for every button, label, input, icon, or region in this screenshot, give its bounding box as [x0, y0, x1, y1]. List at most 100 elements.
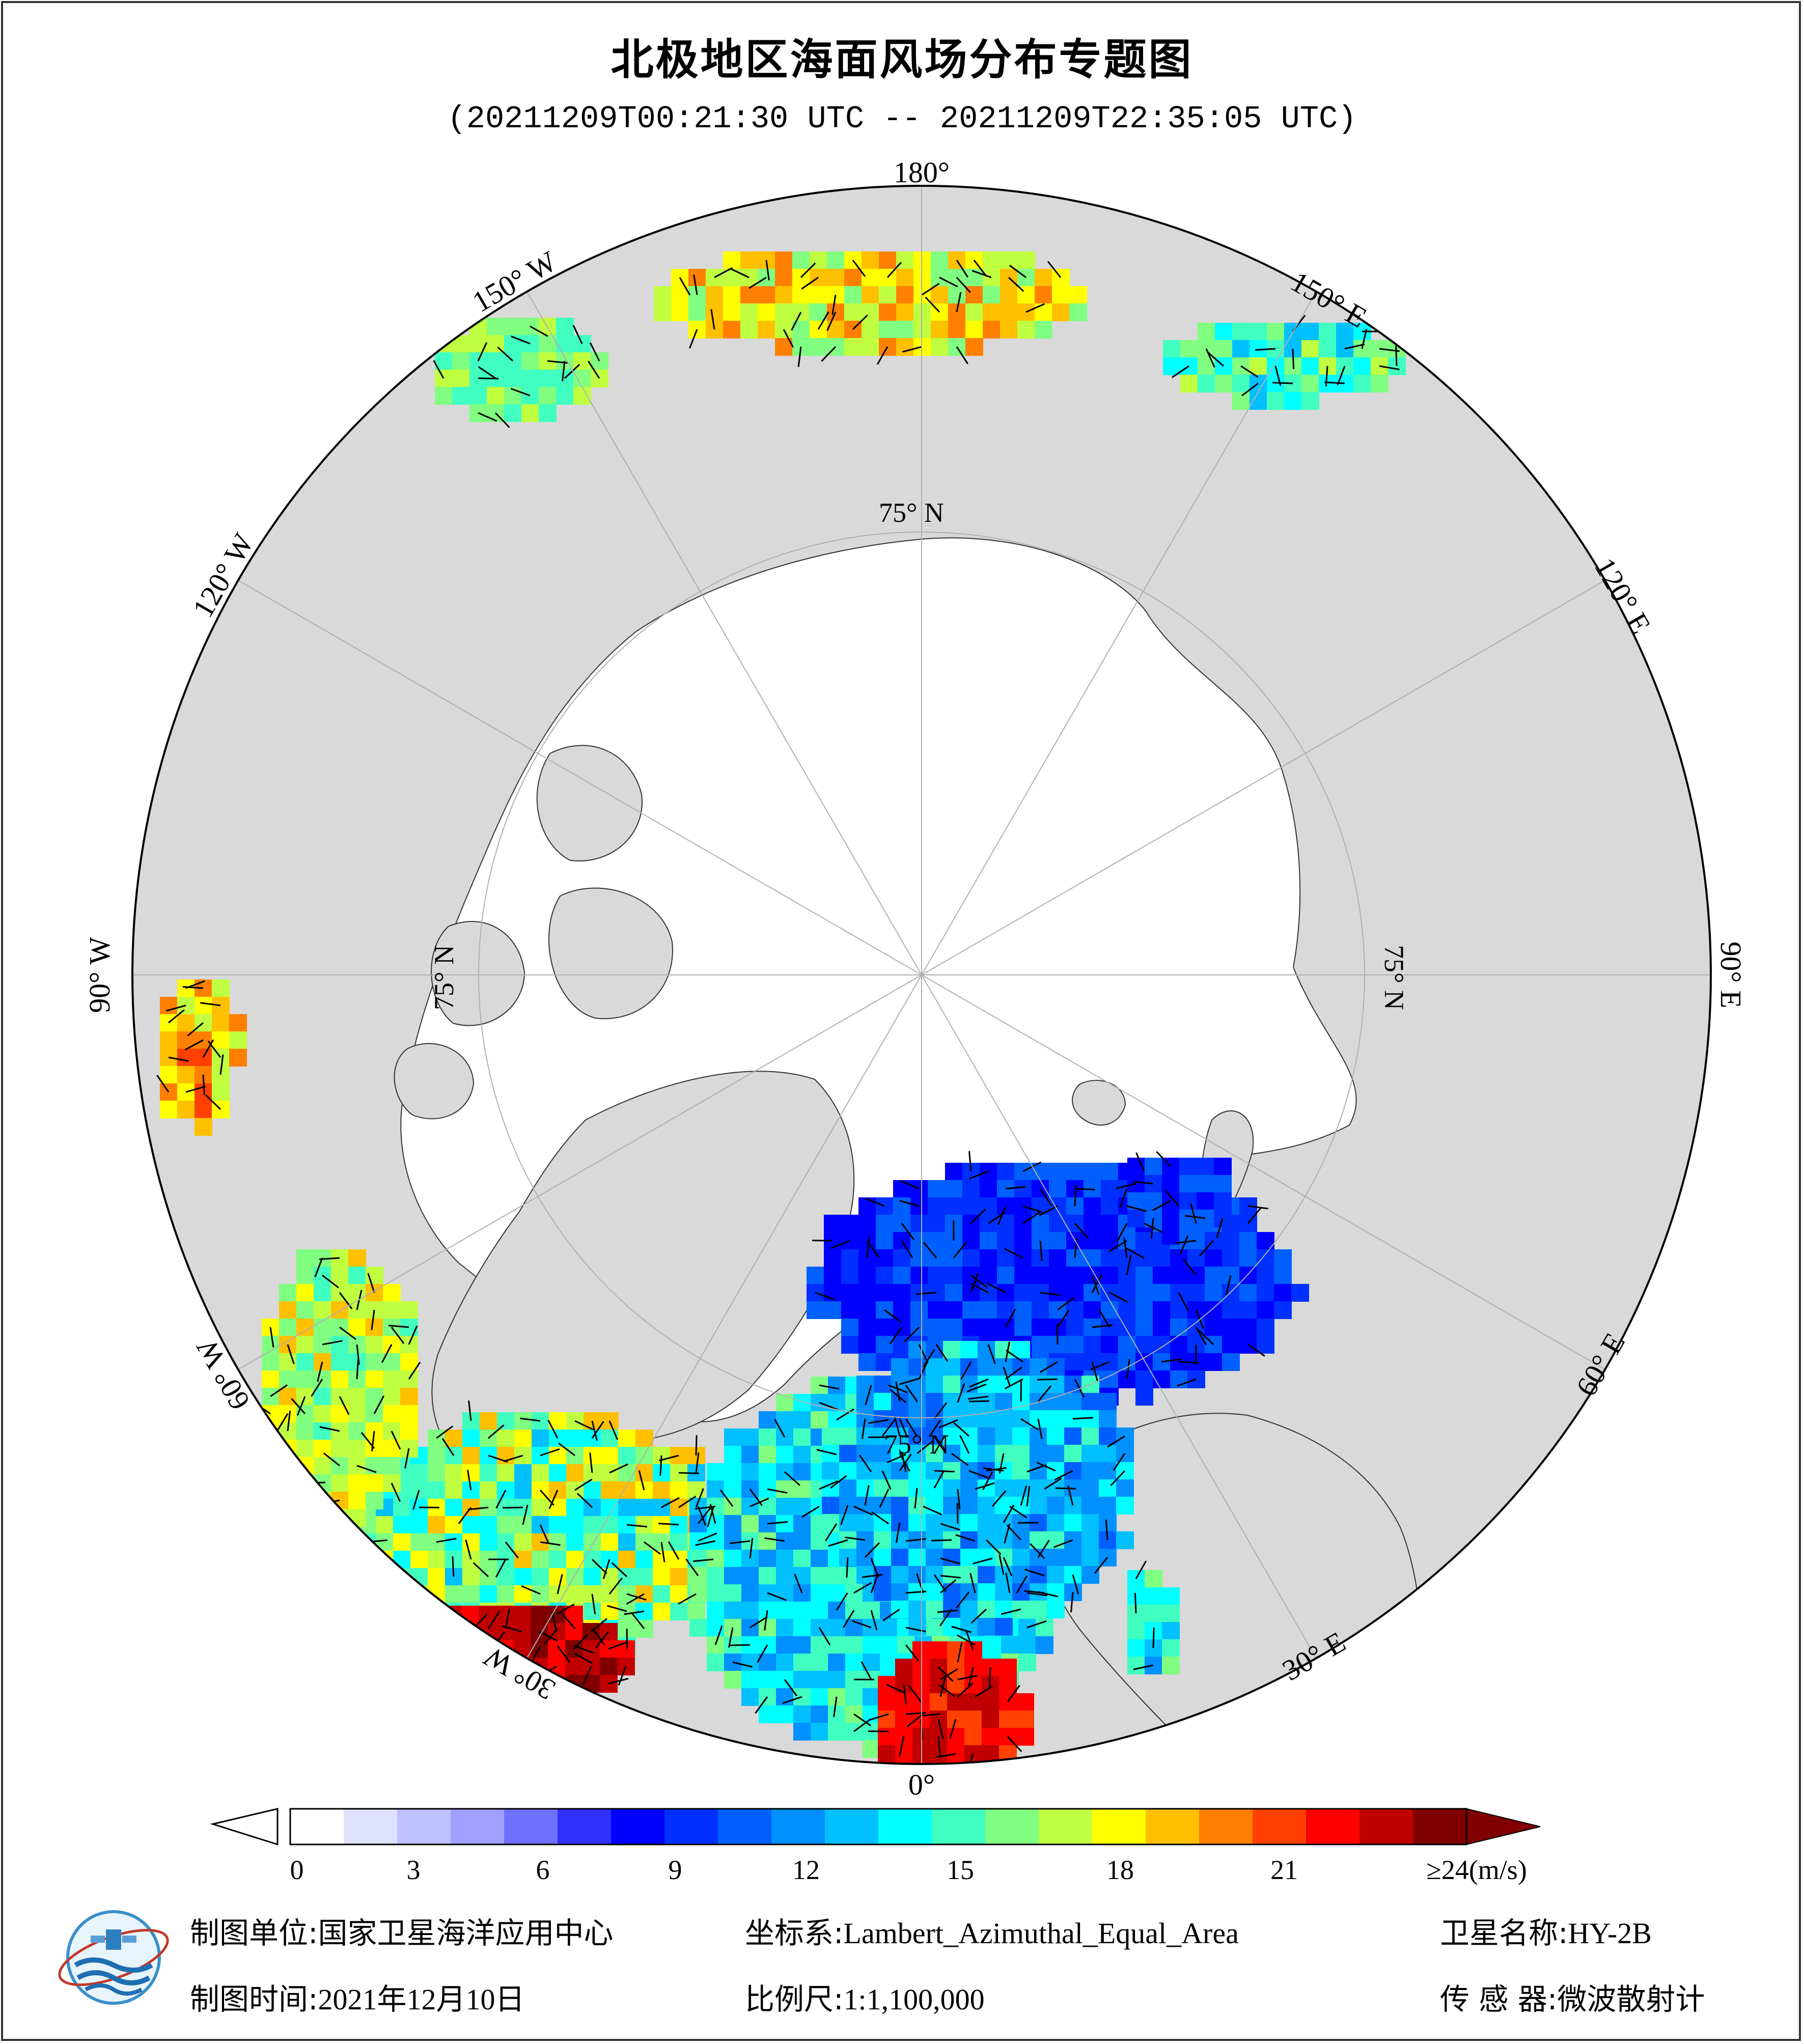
wind-cell [983, 286, 1001, 304]
wind-arrow [899, 1378, 920, 1385]
wind-cell [504, 370, 522, 387]
wind-cell [1016, 1728, 1034, 1746]
wind-arrow [1179, 1235, 1189, 1255]
wind-cell [1014, 1301, 1032, 1319]
wind-cell [706, 286, 724, 304]
wind-cell [793, 1532, 811, 1550]
wind-arrow [1247, 1205, 1268, 1210]
colorbar-cell [664, 1809, 718, 1844]
wind-cell [1198, 357, 1215, 375]
wind-cell [279, 1284, 297, 1302]
wind-arrow [436, 1537, 457, 1543]
wind-arrow [894, 1416, 901, 1437]
wind-cell [858, 1284, 876, 1302]
wind-cell [1127, 1639, 1145, 1657]
wind-arrow [1324, 381, 1345, 384]
colorbar-cell [504, 1809, 558, 1844]
wind-cell [891, 1601, 909, 1618]
wind-cell [1257, 1249, 1274, 1267]
wind-cell [410, 1516, 428, 1534]
wind-cell [1052, 303, 1070, 321]
wind-arrow [1055, 1487, 1076, 1490]
wind-cell [1239, 1267, 1257, 1284]
wind-cell [1064, 1549, 1082, 1566]
wind-cell [1101, 1163, 1119, 1181]
wind-cell [723, 321, 741, 339]
wind-cell [926, 1445, 943, 1463]
wind-arrow [748, 276, 767, 289]
wind-cell [811, 1584, 828, 1602]
wind-cell [383, 1440, 401, 1458]
wind-cell [856, 1531, 874, 1549]
wind-arrow [1126, 1255, 1132, 1276]
wind-arrow [360, 1432, 375, 1449]
wind-cell [1197, 1192, 1214, 1210]
wind-cell [383, 1457, 401, 1475]
wind-cell [793, 1654, 811, 1671]
wind-cell [810, 321, 827, 339]
wind-cell [445, 1447, 463, 1465]
wind-arrow [973, 260, 987, 277]
wind-arrow [693, 1558, 714, 1562]
wind-cell [1101, 1353, 1119, 1371]
wind-cell [793, 1602, 811, 1619]
wind-arrow [957, 1489, 961, 1509]
wind-arrow [521, 1585, 541, 1595]
wind-cell [741, 1688, 759, 1706]
wind-arrow [831, 294, 837, 315]
wind-arrow [182, 986, 204, 989]
wind-cell [532, 1585, 549, 1603]
wind-arrow [957, 1642, 963, 1663]
wind-cell [1012, 1445, 1030, 1463]
wind-cell [960, 1531, 978, 1549]
wind-arrow [905, 1644, 920, 1662]
wind-cell [376, 1568, 394, 1586]
wind-cell [331, 1422, 349, 1440]
wind-arrow [382, 1556, 385, 1577]
wind-cell [461, 1658, 479, 1675]
cb-tick-18: 18 [1106, 1855, 1134, 1885]
wind-cell [601, 1447, 619, 1465]
wind-cell [1032, 1301, 1049, 1319]
wind-cell [948, 321, 966, 339]
wind-cell [960, 1341, 978, 1359]
wind-cell [428, 1464, 446, 1482]
wind-cell [724, 1567, 742, 1585]
wind-cell [600, 1658, 618, 1675]
wind-arrow [591, 1628, 605, 1645]
wind-arrow [914, 1488, 918, 1508]
wind-cell [908, 1376, 926, 1393]
wind-cell [689, 1567, 707, 1585]
wind-cell [960, 1445, 978, 1463]
wind-arrow [902, 346, 923, 353]
wind-cell [1205, 1284, 1223, 1302]
wind-cell [689, 1619, 707, 1637]
wind-cell [601, 1499, 619, 1517]
wind-cell [811, 1602, 828, 1619]
wind-cell [759, 1705, 776, 1723]
nsoas-logo-icon [58, 1910, 169, 2005]
wind-cell [160, 1101, 178, 1118]
wind-arrow [955, 1534, 976, 1542]
wind-arrow [1255, 348, 1276, 351]
wind-cell [792, 251, 810, 269]
wind-cell [962, 1180, 980, 1198]
wind-cell [926, 1393, 943, 1411]
wind-cell [514, 1447, 532, 1465]
wind-arrow [609, 1463, 628, 1474]
wind-cell [1250, 375, 1267, 393]
wind-arrow [957, 1383, 965, 1403]
wind-arrow [591, 1618, 607, 1633]
wind-cell [1301, 340, 1319, 358]
wind-cell [874, 1376, 892, 1393]
wind-cell [514, 1430, 532, 1447]
wind-cell [177, 1049, 195, 1067]
wind-cell [1127, 1210, 1145, 1227]
wind-cell [879, 251, 897, 269]
wind-cell [759, 1550, 776, 1567]
wind-cell [1239, 1232, 1257, 1250]
wind-cell [741, 1602, 759, 1619]
wind-cell [707, 1532, 725, 1550]
wind-cell [1012, 1549, 1030, 1566]
